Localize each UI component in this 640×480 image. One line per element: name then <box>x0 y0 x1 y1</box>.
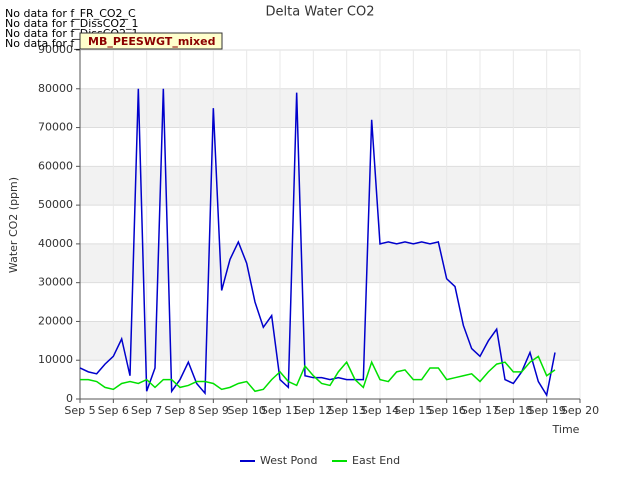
chart-title: Delta Water CO2 <box>266 5 375 20</box>
data-line <box>80 355 556 393</box>
y-tick-label: 10000 <box>38 353 73 366</box>
no-data-note: No data for f_FR_CO2_C <box>5 7 136 20</box>
tooltip-text: MB_PEESWGT_mixed <box>88 35 215 48</box>
y-tick-label: 0 <box>66 392 73 405</box>
x-axis-label: Time <box>552 423 580 436</box>
legend-label: West Pond <box>260 454 317 467</box>
x-tick-label: Sep 17 <box>461 404 499 417</box>
y-tick-label: 60000 <box>38 159 73 172</box>
x-tick-label: Sep 16 <box>428 404 466 417</box>
y-tick-label: 80000 <box>38 82 73 95</box>
grid-band <box>80 166 580 206</box>
x-tick-label: Sep 11 <box>261 404 299 417</box>
x-tick-label: Sep 20 <box>561 404 599 417</box>
grid-band <box>80 88 580 128</box>
y-axis-label: Water CO2 (ppm) <box>7 177 20 273</box>
y-tick-label: 40000 <box>38 237 73 250</box>
x-tick-label: Sep 5 <box>64 404 95 417</box>
x-tick-label: Sep 12 <box>294 404 332 417</box>
y-tick-label: 20000 <box>38 314 73 327</box>
legend-label: East End <box>352 454 400 467</box>
x-tick-label: Sep 7 <box>131 404 162 417</box>
x-tick-label: Sep 13 <box>328 404 366 417</box>
x-tick-label: Sep 15 <box>394 404 432 417</box>
x-tick-label: Sep 14 <box>361 404 399 417</box>
y-tick-label: 70000 <box>38 121 73 134</box>
no-data-note: No data for f_DissCO2_1 <box>5 17 139 30</box>
x-tick-label: Sep 19 <box>528 404 566 417</box>
x-tick-label: Sep 6 <box>98 404 129 417</box>
y-tick-label: 30000 <box>38 276 73 289</box>
x-tick-label: Sep 8 <box>164 404 195 417</box>
tooltip-box <box>79 32 223 50</box>
grid-band <box>80 321 580 361</box>
x-tick-label: Sep 9 <box>198 404 229 417</box>
grid-band <box>80 243 580 283</box>
data-line <box>79 88 556 398</box>
x-tick-label: Sep 18 <box>494 404 532 417</box>
x-tick-label: Sep 10 <box>228 404 266 417</box>
y-tick-label: 50000 <box>38 198 73 211</box>
y-tick-label: 90000 <box>38 43 73 56</box>
